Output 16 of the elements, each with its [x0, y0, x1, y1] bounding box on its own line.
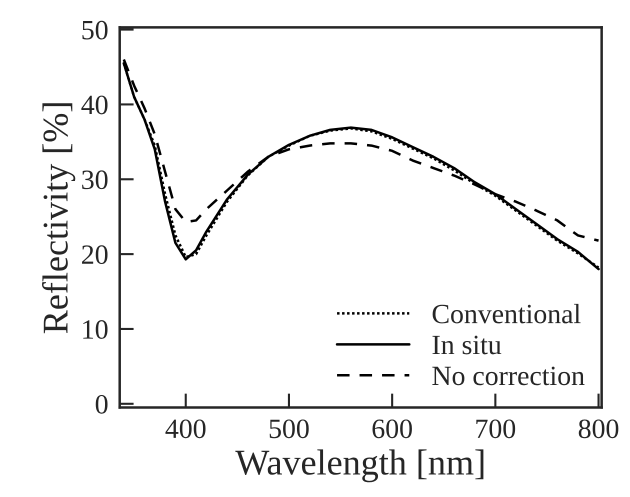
x-tick-label: 600	[372, 419, 412, 438]
y-tick-label: 20	[82, 245, 108, 264]
x-tick-label: 700	[476, 419, 516, 438]
y-tick-label: 10	[83, 320, 108, 339]
x-axis-title: Wavelength [nm]	[235, 449, 484, 482]
x-tick-label: 800	[578, 419, 618, 438]
legend-label: No correction	[432, 366, 585, 386]
y-tick-label: 0	[96, 394, 108, 414]
legend-label: In situ	[432, 336, 502, 354]
x-tick-label: 500	[270, 419, 309, 438]
y-axis-title: Reflectivity [%]	[42, 103, 76, 334]
y-tick-label: 50	[82, 20, 108, 40]
y-tick-label: 30	[82, 170, 108, 190]
legend-label: Conventional	[432, 304, 581, 324]
y-tick-label: 40	[81, 96, 108, 114]
x-tick-label: 400	[165, 419, 206, 438]
